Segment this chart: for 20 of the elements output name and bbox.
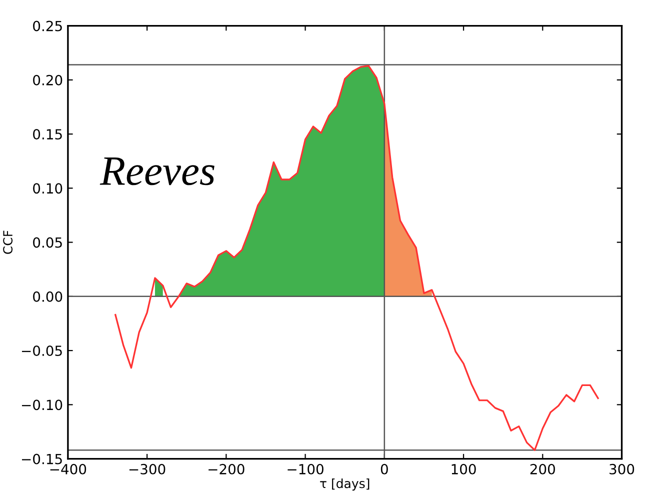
x-tick-label: −200	[208, 464, 244, 474]
y-tick-label: 0.05	[33, 237, 62, 248]
x-tick-label: −100	[288, 464, 324, 474]
x-tick-label: 0	[380, 464, 388, 474]
y-tick-label: −0.05	[22, 346, 62, 356]
x-tick-label: 200	[530, 464, 555, 474]
y-tick-label: 0.00	[33, 291, 62, 302]
y-tick-label: −0.15	[22, 454, 62, 464]
y-tick-label: 0.25	[33, 20, 62, 32]
x-tick-label: −400	[50, 464, 86, 474]
x-axis-title: τ [days]	[320, 478, 370, 491]
y-tick-label: 0.10	[33, 183, 62, 194]
x-tick-label: 100	[452, 464, 476, 474]
x-tick-label: −300	[129, 464, 166, 474]
y-axis-title: CCF	[3, 230, 13, 254]
y-tick-label: 0.20	[33, 74, 62, 86]
y-tick-label: −0.10	[22, 400, 62, 410]
x-tick-label: 300	[610, 464, 634, 474]
y-tick-label: 0.15	[33, 129, 62, 140]
annotation: Reeves	[100, 157, 214, 186]
